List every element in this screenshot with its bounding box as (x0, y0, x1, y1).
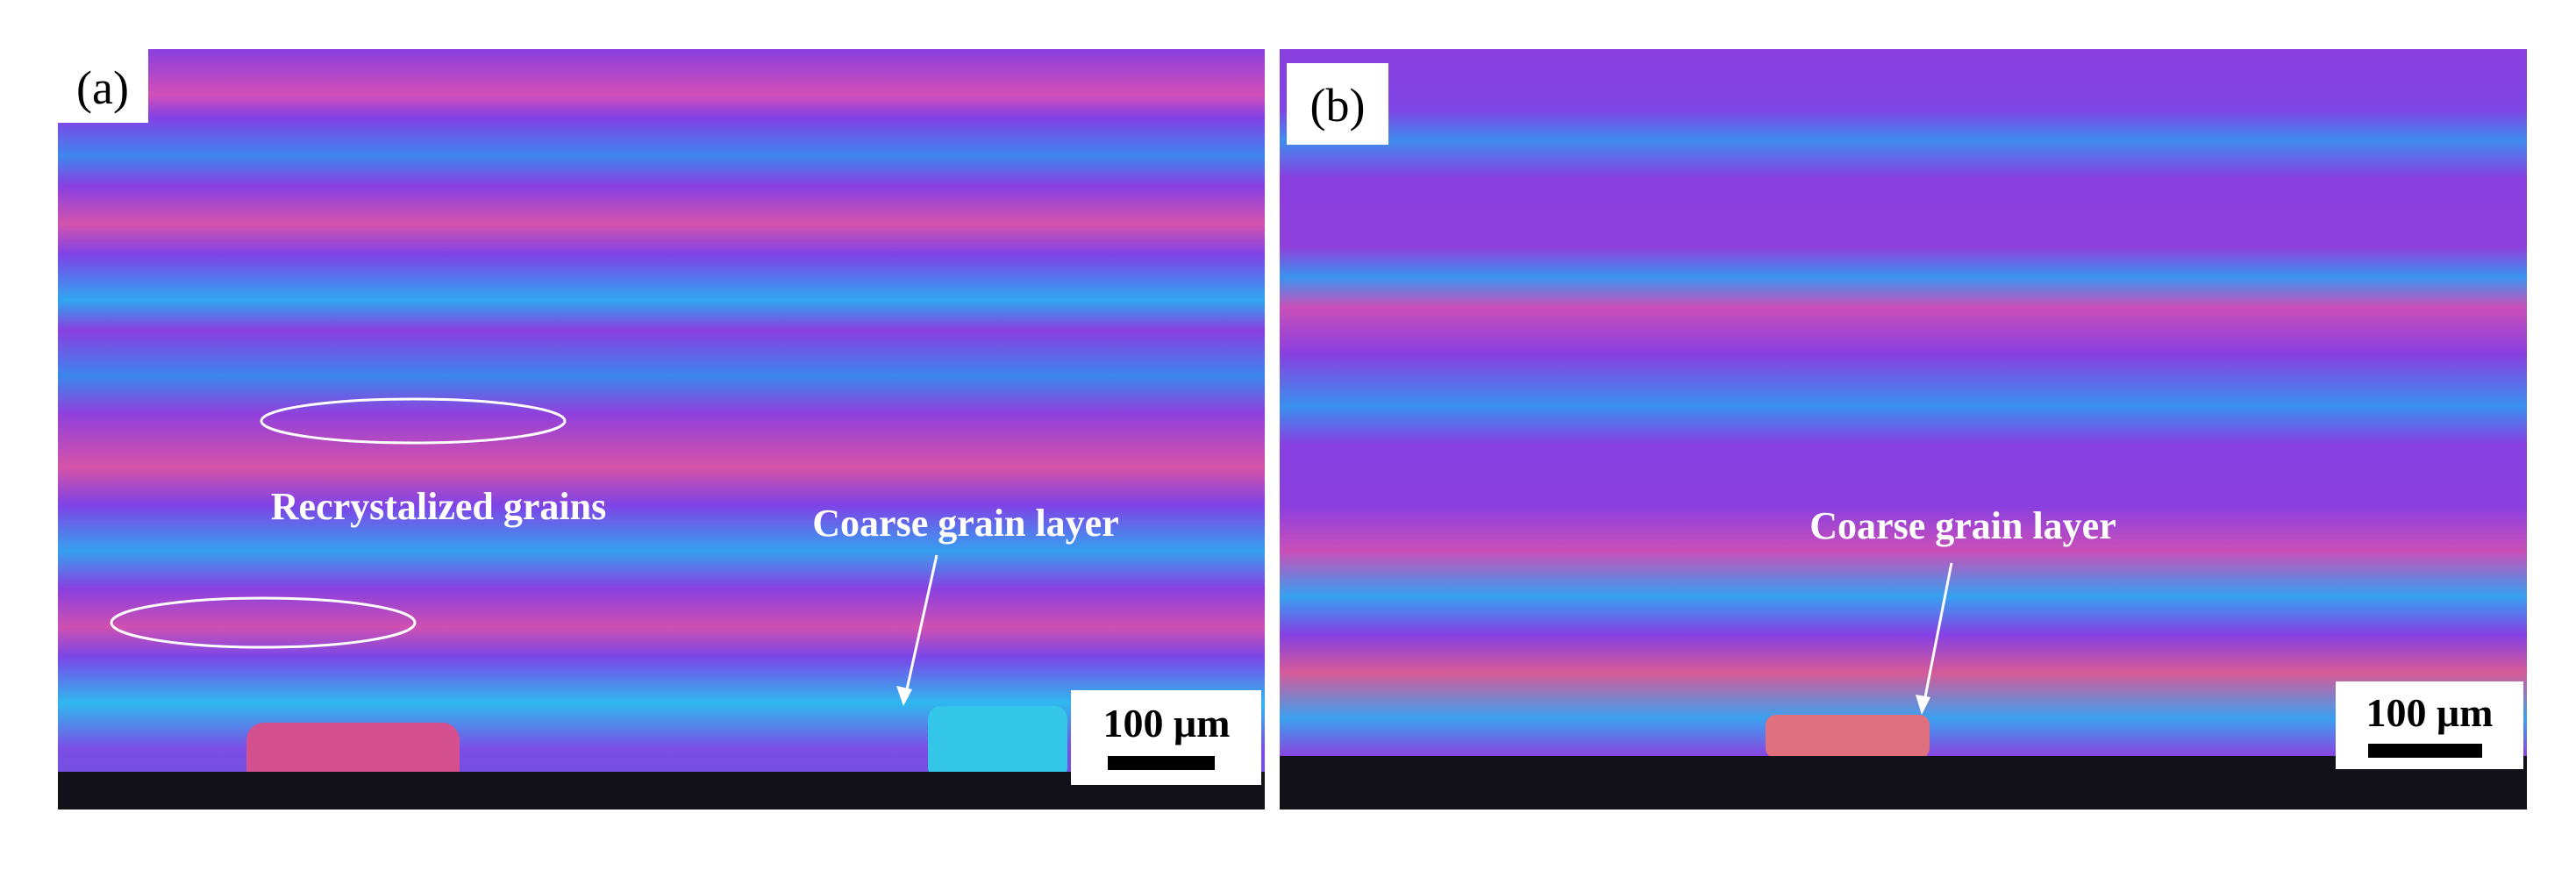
edge (58, 772, 1265, 809)
annotation: Coarse grain layer (812, 502, 1118, 545)
arrow-head (896, 686, 912, 706)
panel-label: (b) (1310, 79, 1366, 132)
panel-label: (a) (76, 61, 129, 114)
label-box (58, 49, 148, 123)
edge (1280, 756, 2527, 809)
micrograph (1280, 49, 2527, 809)
arrow-head (1916, 695, 1930, 715)
annotation: Recrystalized grains (271, 485, 606, 528)
scale-bar (2368, 744, 2482, 758)
arrow (903, 554, 938, 698)
highlight-ellipse (110, 596, 417, 649)
micrograph (58, 49, 1265, 809)
scale-bar-label: 100 μm (1103, 701, 1231, 745)
coarse-grain (1766, 715, 1930, 759)
scale-bar-label: 100 μm (2366, 690, 2494, 735)
panel-a: (a) Recrystalized grains Coarse grain la… (58, 49, 1265, 809)
scale-bar (1108, 756, 1215, 770)
highlight-ellipse (260, 397, 567, 445)
arrow (1922, 562, 1953, 707)
label-box (1287, 63, 1388, 145)
annotation: Coarse grain layer (1809, 504, 2116, 547)
coarse-grain (928, 706, 1067, 781)
panel-b: (b) Coarse grain layer 100 μm (1280, 49, 2527, 809)
